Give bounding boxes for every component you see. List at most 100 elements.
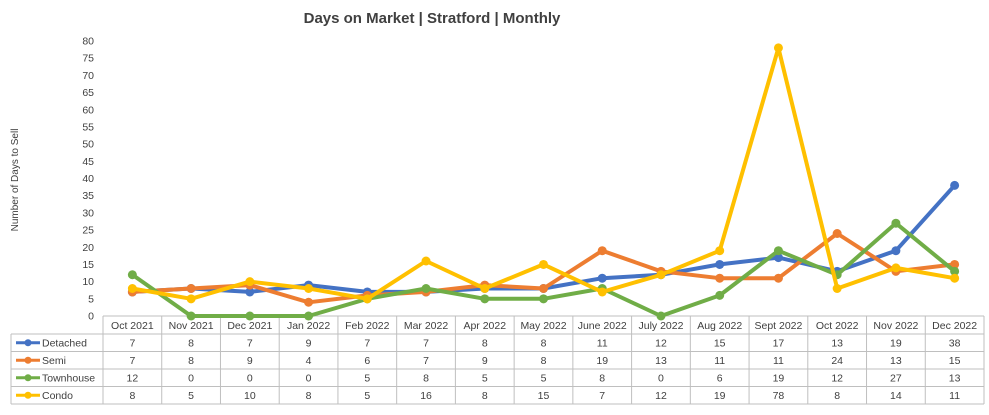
- table-cell: 8: [834, 390, 840, 402]
- y-tick-label: 20: [82, 242, 94, 254]
- y-tick-label: 60: [82, 104, 94, 116]
- table-cell: 8: [599, 372, 605, 384]
- table-cell: 19: [890, 337, 902, 349]
- table-cell: 19: [714, 390, 726, 402]
- table-cell: 19: [773, 372, 785, 384]
- legend-key-marker: [24, 356, 32, 364]
- data-point: [891, 263, 901, 273]
- x-category-label: Oct 2022: [816, 320, 859, 332]
- data-point: [186, 294, 196, 304]
- y-axis-label: Number of Days to Sell: [10, 129, 21, 232]
- data-point: [127, 284, 137, 293]
- series-lines: [127, 43, 960, 321]
- data-point: [950, 273, 960, 283]
- x-category-label: Mar 2022: [404, 320, 449, 332]
- data-point: [950, 259, 960, 269]
- x-category-label: Sept 2022: [754, 320, 802, 332]
- table-cell: 11: [949, 390, 960, 402]
- table-cell: 7: [423, 355, 429, 367]
- x-category-label: May 2022: [520, 320, 566, 332]
- data-point: [597, 246, 607, 256]
- y-tick-label: 70: [82, 70, 94, 82]
- y-tick-label: 5: [88, 293, 94, 305]
- table-cell: 0: [188, 372, 194, 384]
- table-cell: 8: [306, 390, 312, 402]
- data-point: [715, 246, 725, 256]
- table-cell: 8: [188, 355, 194, 367]
- data-point: [245, 277, 255, 287]
- table-cell: 12: [655, 390, 667, 402]
- data-point: [304, 311, 314, 321]
- table-cell: 0: [658, 372, 664, 384]
- y-tick-label: 35: [82, 190, 94, 202]
- data-point: [773, 253, 783, 263]
- table-cell: 13: [890, 355, 902, 367]
- table-cell: 16: [420, 390, 432, 402]
- table-cell: 13: [949, 372, 961, 384]
- y-tick-label: 65: [82, 87, 94, 99]
- y-tick-label: 45: [82, 156, 94, 168]
- data-point: [832, 229, 842, 238]
- table-cell: 8: [482, 390, 488, 402]
- x-category-label: Feb 2022: [345, 320, 390, 332]
- data-point: [539, 259, 548, 269]
- data-point: [539, 284, 548, 293]
- table-cell: 19: [596, 355, 608, 367]
- table-cell: 7: [129, 337, 135, 349]
- table-cell: 9: [247, 355, 253, 367]
- legend-label: Detached: [42, 337, 87, 349]
- legend-label: Condo: [42, 390, 73, 402]
- table-cell: 13: [655, 355, 667, 367]
- x-category-label: Jan 2022: [287, 320, 330, 332]
- data-point: [656, 270, 666, 280]
- data-point: [127, 270, 137, 280]
- table-cell: 15: [949, 355, 961, 367]
- x-category-label: Nov 2021: [169, 320, 214, 332]
- axes: 0 5 10 15 20 25 30 35 40 45 50 55 60 65 70 75 80: [82, 36, 94, 323]
- chart-title: Days on Market | Stratford | Monthly: [304, 10, 561, 27]
- table-cell: 24: [831, 355, 843, 367]
- x-category-label: Nov 2022: [873, 320, 918, 332]
- data-point: [950, 266, 960, 276]
- table-cell: 9: [306, 337, 312, 349]
- legend-label: Semi: [42, 355, 66, 367]
- data-point: [186, 284, 196, 293]
- table-cell: 7: [599, 390, 605, 402]
- table-cell: 78: [773, 390, 785, 402]
- data-point: [715, 290, 725, 300]
- table-cell: 13: [831, 337, 843, 349]
- data-point: [186, 311, 196, 321]
- data-point: [950, 180, 960, 190]
- data-table: Oct 2021 Nov 2021 Dec 2021 Jan 2022 Feb 2022…: [10, 315, 985, 405]
- table-cell: 8: [541, 337, 547, 349]
- legend-label: Townhouse: [42, 372, 95, 384]
- y-tick-label: 25: [82, 225, 94, 237]
- data-point: [656, 311, 666, 321]
- table-cell: 5: [482, 372, 488, 384]
- x-category-label: Dec 2021: [227, 320, 272, 332]
- x-category-label: July 2022: [638, 320, 683, 332]
- y-tick-label: 80: [82, 36, 94, 48]
- data-point: [480, 284, 490, 293]
- y-tick-label: 75: [82, 53, 94, 65]
- x-category-label: Dec 2022: [932, 320, 977, 332]
- table-cell: 0: [247, 372, 253, 384]
- data-point: [832, 284, 842, 293]
- data-point: [362, 294, 372, 304]
- table-cell: 6: [717, 372, 723, 384]
- data-point: [421, 284, 431, 293]
- table-cell: 5: [364, 390, 370, 402]
- legend-key-marker: [24, 374, 32, 382]
- data-point: [245, 287, 255, 297]
- data-point: [715, 259, 725, 269]
- table-cell: 15: [714, 337, 726, 349]
- table-cell: 7: [129, 355, 135, 367]
- table-cell: 7: [247, 337, 253, 349]
- data-point: [891, 218, 901, 228]
- data-point: [597, 287, 607, 297]
- table-cell: 8: [541, 355, 547, 367]
- table-cell: 8: [482, 337, 488, 349]
- data-point: [480, 294, 490, 304]
- table-cell: 10: [244, 390, 256, 402]
